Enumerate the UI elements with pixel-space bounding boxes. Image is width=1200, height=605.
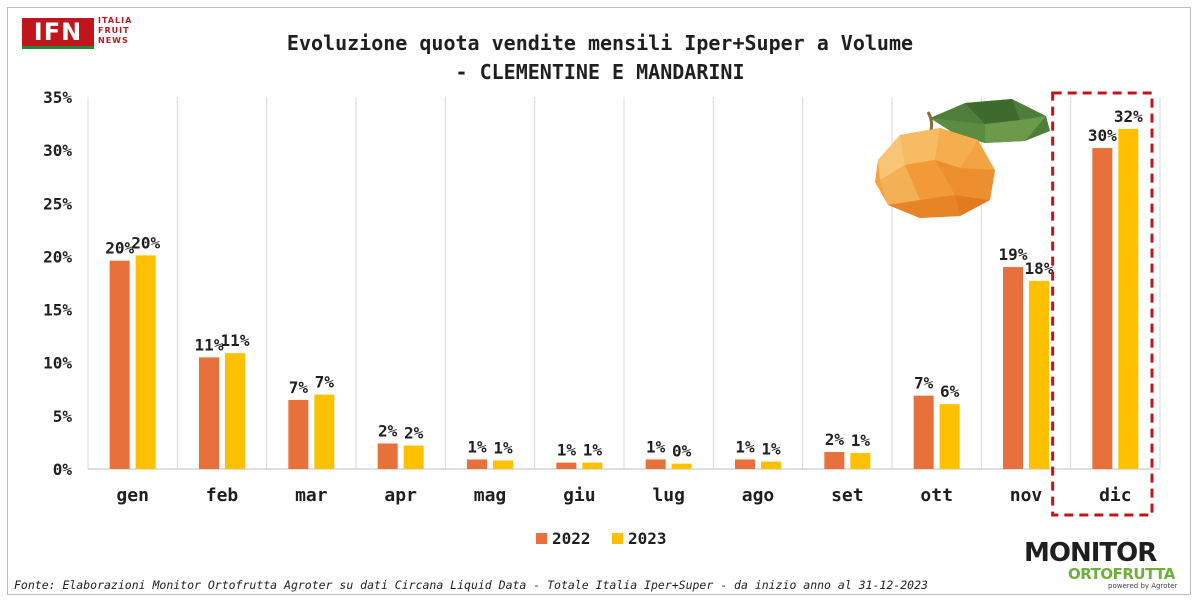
highlight-box [1051, 91, 1154, 517]
x-tick-label-set: set [831, 485, 864, 506]
y-tick-label: 20% [43, 247, 72, 266]
bar-2022-dic [1092, 148, 1113, 469]
bar-2023-dic [1118, 128, 1139, 469]
data-label-2022-ago: 1% [735, 437, 755, 456]
data-label-2022-ott: 7% [914, 374, 934, 393]
bar-2022-apr [377, 443, 398, 469]
bar-2022-mar [288, 399, 309, 469]
y-tick-label: 35% [43, 88, 72, 107]
y-tick-label: 10% [43, 354, 72, 373]
y-tick-label: 30% [43, 141, 72, 160]
bar-2022-giu [556, 462, 577, 469]
ifn-logo-subtitle: ITALIA FRUIT NEWS [98, 16, 158, 46]
bar-2023-feb [225, 353, 245, 469]
data-label-2023-nov: 18% [1025, 259, 1054, 278]
bar-2023-ott [939, 404, 960, 469]
bar-2022-ago [735, 459, 755, 469]
bar-2023-giu [582, 462, 603, 469]
legend-label-2023: 2023 [628, 529, 667, 548]
x-tick-label-gen: gen [116, 485, 149, 506]
bar-2023-ago [761, 461, 781, 469]
monitor-ortofrutta-logo[interactable]: MONITOR ORTOFRUTTA powered by Agroter [1024, 538, 1184, 594]
x-tick-label-apr: apr [384, 485, 417, 506]
data-label-2022-gen: 20% [105, 239, 134, 258]
y-tick-label: 25% [43, 194, 72, 213]
ifn-sub-line-2: FRUIT [98, 26, 130, 35]
x-tick-label-ago: ago [742, 485, 775, 506]
bar-2023-lug [671, 463, 692, 469]
ifn-logo-stripe [22, 46, 94, 49]
bar-2022-feb [199, 357, 219, 469]
data-label-2023-mar: 7% [315, 373, 335, 392]
data-label-2022-set: 2% [825, 430, 845, 449]
chart-frame [7, 7, 1191, 595]
y-tick-label: 5% [53, 407, 73, 426]
data-label-2023-giu: 1% [583, 441, 603, 460]
bar-2022-nov [1003, 267, 1023, 469]
x-tick-label-dic: dic [1099, 485, 1132, 506]
data-label-2023-mag: 1% [493, 438, 513, 457]
data-label-2022-giu: 1% [557, 441, 577, 460]
x-tick-label-feb: feb [206, 485, 239, 506]
x-tick-label-nov: nov [1010, 485, 1043, 506]
mandarin-icon [875, 99, 1050, 218]
data-label-2023-lug: 0% [672, 442, 692, 461]
chart-title-line-1: Evoluzione quota vendite mensili Iper+Su… [286, 31, 914, 55]
bar-2023-set [850, 453, 871, 469]
x-tick-label-ott: ott [920, 485, 953, 506]
monitor-logo-tagline: powered by Agroter [1108, 582, 1178, 590]
data-label-2023-dic: 32% [1114, 107, 1143, 126]
legend-label-2022: 2022 [552, 529, 591, 548]
x-tick-label-mar: mar [295, 485, 328, 506]
monitor-logo-top: MONITOR [1024, 538, 1157, 568]
ifn-logo-text: IFN [22, 18, 94, 46]
x-tick-label-lug: lug [652, 485, 685, 506]
data-label-2023-ago: 1% [761, 440, 781, 459]
data-label-2022-dic: 30% [1088, 126, 1117, 145]
ifn-sub-line-3: NEWS [98, 36, 129, 45]
data-label-2022-mag: 1% [467, 437, 487, 456]
data-label-2023-feb: 11% [221, 331, 250, 350]
legend-swatch-2022 [536, 533, 547, 544]
source-footnote: Fonte: Elaborazioni Monitor Ortofrutta A… [14, 578, 928, 592]
bar-2022-gen [109, 260, 130, 469]
data-label-2022-nov: 19% [999, 245, 1028, 264]
data-label-2023-apr: 2% [404, 424, 424, 443]
bar-2023-apr [403, 445, 424, 469]
bar-2022-lug [645, 459, 666, 469]
data-label-2023-ott: 6% [940, 382, 960, 401]
bar-2023-nov [1029, 280, 1049, 469]
y-tick-label: 15% [43, 301, 72, 320]
bar-2023-mar [314, 394, 335, 469]
bar-2023-gen [135, 255, 156, 469]
data-label-2022-lug: 1% [646, 437, 666, 456]
data-label-2022-mar: 7% [289, 378, 309, 397]
ifn-sub-line-1: ITALIA [98, 16, 133, 25]
y-tick-label: 0% [53, 460, 73, 479]
chart-title-line-2: - CLEMENTINE E MANDARINI [455, 60, 745, 84]
monitor-logo-bottom: ORTOFRUTTA [1068, 565, 1175, 583]
legend-swatch-2023 [612, 533, 623, 544]
data-label-2023-gen: 20% [131, 233, 160, 252]
bar-2023-mag [493, 460, 513, 469]
x-tick-label-giu: giu [563, 485, 596, 506]
data-label-2022-apr: 2% [378, 421, 398, 440]
bar-2022-set [824, 451, 845, 469]
bar-2022-ott [913, 395, 934, 469]
x-tick-label-mag: mag [474, 485, 507, 506]
data-label-2023-set: 1% [851, 431, 871, 450]
bar-2022-mag [467, 459, 487, 469]
data-label-2022-feb: 11% [195, 335, 224, 354]
